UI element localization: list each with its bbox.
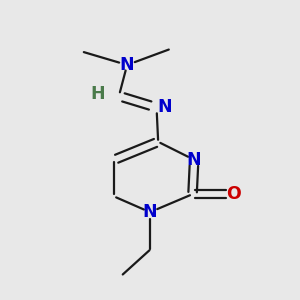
Text: N: N bbox=[120, 56, 134, 74]
Text: N: N bbox=[143, 203, 157, 221]
Text: O: O bbox=[226, 185, 241, 203]
Text: H: H bbox=[90, 85, 105, 103]
Text: N: N bbox=[187, 151, 202, 169]
Text: N: N bbox=[158, 98, 172, 116]
